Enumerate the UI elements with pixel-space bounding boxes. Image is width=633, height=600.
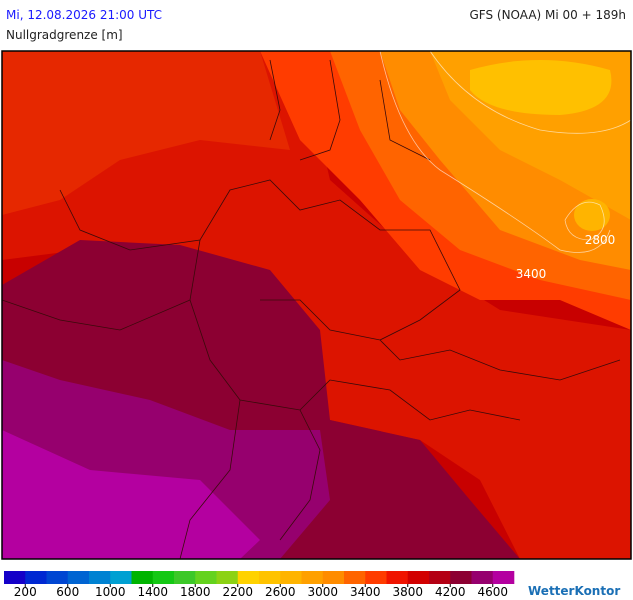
parameter: Nullgradgrenze [m]	[6, 28, 123, 42]
colorbar-swatch	[492, 571, 515, 584]
colorbar-swatch	[152, 571, 175, 584]
colorbar-tick-label: 1400	[137, 585, 168, 599]
region	[470, 60, 612, 115]
colorbar-swatch	[237, 571, 260, 584]
colorbar-swatch	[4, 571, 26, 584]
colorbar-swatch	[471, 571, 494, 584]
colorbar-swatch	[407, 571, 430, 584]
colorbar-swatch	[322, 571, 345, 584]
colorbar-tick-label: 2600	[265, 585, 296, 599]
colorbar-swatch	[110, 571, 132, 584]
colorbar-tick-label: 1800	[180, 585, 211, 599]
region	[2, 430, 260, 559]
region	[2, 51, 631, 559]
region	[2, 51, 290, 215]
colorbar-swatch	[25, 571, 47, 584]
map: 2800 3400	[1, 50, 632, 560]
colorbar-swatch	[174, 571, 196, 584]
region	[574, 199, 610, 231]
contour-label: 3400	[516, 267, 547, 281]
colorbar-tick-label: 2200	[222, 585, 253, 599]
colorbar-swatch	[280, 571, 302, 584]
map-frame	[1, 50, 632, 560]
colorbar-tick-label: 600	[56, 585, 79, 599]
model-run: GFS (NOAA) Mi 00 + 189h	[469, 8, 626, 22]
colorbar: 200 600 1000 1400 1800 2200 2600 3000 3400 3800 42…	[4, 571, 515, 599]
colorbar-swatch	[301, 571, 324, 584]
colorbar-tick-label: 1000	[95, 585, 126, 599]
colorbar-swatch	[67, 571, 90, 584]
colorbar-swatch	[131, 571, 154, 584]
contour-label: 2800	[585, 233, 616, 247]
colorbar-swatch	[195, 571, 217, 584]
colorbar-tick-label: 4600	[477, 585, 508, 599]
valid-time: Mi, 12.08.2026 21:00 UTC	[6, 8, 162, 22]
colorbar-swatch	[344, 571, 366, 584]
colorbar-swatch	[259, 571, 281, 584]
colorbar-tick-label: 200	[14, 585, 37, 599]
isolines	[379, 51, 631, 253]
logo: WetterKontor	[528, 584, 620, 598]
colorbar-tick-label: 3800	[392, 585, 423, 599]
colorbar-swatch	[386, 571, 409, 584]
colorbar-tick-label: 4200	[435, 585, 466, 599]
colorbar-swatch	[429, 571, 451, 584]
colorbar-tick-label: 3000	[307, 585, 338, 599]
colorbar-swatch	[46, 571, 69, 584]
borders	[2, 59, 621, 559]
colorbar-tick-label: 3400	[350, 585, 381, 599]
colorbar-swatch	[450, 571, 472, 584]
colorbar-swatch	[216, 571, 239, 584]
colorbar-swatch	[365, 571, 387, 584]
colorbar-swatch	[89, 571, 111, 584]
